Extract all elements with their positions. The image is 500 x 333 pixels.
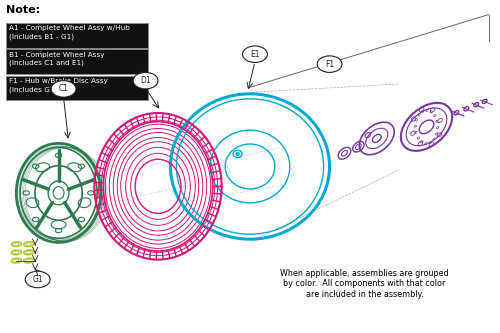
Text: F1: F1 bbox=[325, 60, 334, 69]
Text: B1 - Complete Wheel Assy
(Includes C1 and E1): B1 - Complete Wheel Assy (Includes C1 an… bbox=[10, 52, 105, 66]
Text: When applicable, assemblies are grouped
by color.  All components with that colo: When applicable, assemblies are grouped … bbox=[280, 269, 448, 299]
Text: G1: G1 bbox=[32, 275, 43, 284]
Text: Note:: Note: bbox=[6, 5, 40, 15]
Circle shape bbox=[26, 271, 50, 288]
Text: E1: E1 bbox=[250, 50, 260, 59]
Text: A1 - Complete Wheel Assy w/Hub
(Includes B1 - G1): A1 - Complete Wheel Assy w/Hub (Includes… bbox=[10, 26, 130, 40]
Circle shape bbox=[51, 81, 76, 97]
Circle shape bbox=[133, 72, 158, 89]
Circle shape bbox=[317, 56, 342, 72]
Circle shape bbox=[242, 46, 268, 63]
Ellipse shape bbox=[236, 152, 240, 156]
FancyBboxPatch shape bbox=[6, 49, 148, 74]
Text: F1 - Hub w/Brake Disc Assy
(Includes G1): F1 - Hub w/Brake Disc Assy (Includes G1) bbox=[10, 78, 108, 93]
Text: D1: D1 bbox=[140, 76, 151, 85]
FancyBboxPatch shape bbox=[6, 76, 148, 101]
Text: C1: C1 bbox=[58, 84, 68, 93]
FancyBboxPatch shape bbox=[6, 23, 148, 48]
